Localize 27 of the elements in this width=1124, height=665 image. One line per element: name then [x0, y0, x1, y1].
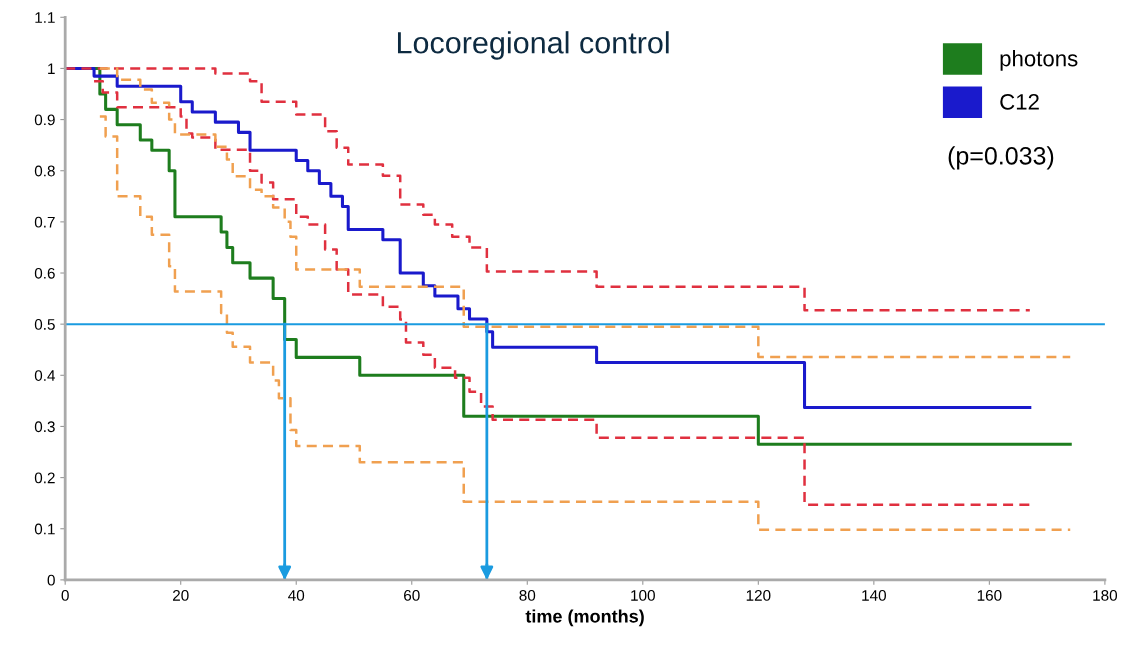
x-tick-label: 120 [746, 590, 771, 601]
y-tick-label: 0.9 [34, 114, 55, 126]
chart-title: Locoregional control [397, 31, 669, 60]
y-tick-label: 0.7 [34, 216, 55, 228]
x-tick-label: 140 [862, 590, 886, 601]
x-tick-label: 40 [288, 590, 305, 601]
y-tick-label: 0.6 [34, 267, 55, 279]
y-tick-label: 0.5 [34, 319, 55, 330]
x-tick-label: 100 [631, 590, 655, 601]
x-tick-label: 60 [404, 590, 420, 601]
y-tick-label: 1.1 [35, 12, 55, 23]
y-tick-label: 1 [48, 63, 55, 74]
y-tick-label: 0.4 [34, 370, 56, 381]
x-tick-label: 20 [172, 590, 189, 601]
annotation: (p=0.033) [948, 146, 1054, 170]
y-tick-label: 0.2 [34, 472, 55, 484]
x-tick-label: 0 [61, 590, 69, 601]
x-axis-title: time (months) [525, 609, 644, 627]
x-tick-label: 180 [1093, 590, 1118, 601]
legend-label: photons [1000, 50, 1078, 71]
y-tick-label: 0.1 [34, 523, 55, 535]
x-tick-label: 80 [519, 590, 536, 601]
legend-label: C12 [1000, 93, 1039, 110]
x-tick-label: 160 [977, 590, 1002, 601]
y-tick-label: 0.3 [34, 421, 55, 433]
y-tick-label: 0 [47, 574, 55, 586]
y-tick-label: 0.8 [34, 165, 55, 177]
